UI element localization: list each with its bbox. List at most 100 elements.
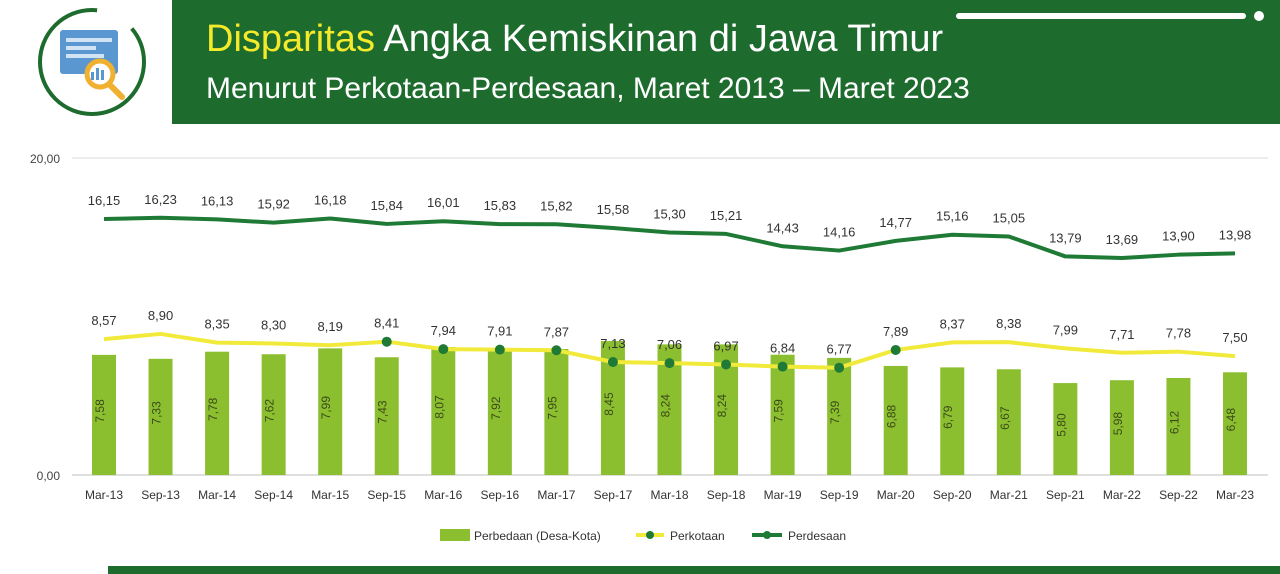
- perkotaan-data-label: 8,38: [996, 316, 1021, 331]
- perkotaan-data-label: 7,99: [1053, 322, 1078, 337]
- perdesaan-data-label: 15,92: [257, 197, 290, 212]
- legend-label-perkotaan: Perkotaan: [670, 529, 725, 543]
- bar-data-label: 7,43: [376, 400, 390, 424]
- perkotaan-data-label: 8,90: [148, 308, 173, 323]
- perdesaan-data-label: 16,23: [144, 192, 177, 207]
- perdesaan-data-label: 15,30: [653, 206, 686, 221]
- perdesaan-data-label: 14,43: [766, 220, 799, 235]
- bar-data-label: 6,48: [1224, 408, 1238, 432]
- perdesaan-data-label: 15,05: [993, 210, 1026, 225]
- perkotaan-data-label: 7,94: [431, 323, 456, 338]
- x-tick-label: Sep-20: [933, 488, 972, 502]
- top-decoration-line: [956, 13, 1246, 19]
- perkotaan-marker: [777, 361, 788, 372]
- perdesaan-data-label: 14,16: [823, 225, 856, 240]
- title-rest: Angka Kemiskinan di Jawa Timur: [383, 18, 944, 60]
- bar-data-label: 8,07: [432, 395, 446, 419]
- perkotaan-data-label: 7,87: [544, 324, 569, 339]
- perdesaan-data-label: 16,15: [88, 193, 121, 208]
- x-tick-label: Sep-21: [1046, 488, 1085, 502]
- x-tick-label: Mar-23: [1216, 488, 1254, 502]
- perdesaan-data-label: 15,84: [370, 198, 403, 213]
- x-tick-label: Mar-20: [877, 488, 915, 502]
- bar-perbedaan: [883, 365, 908, 475]
- x-tick-label: Mar-22: [1103, 488, 1141, 502]
- perkotaan-data-label: 6,97: [713, 339, 738, 354]
- bar-perbedaan: [92, 354, 116, 475]
- perkotaan-data-label: 7,13: [600, 336, 625, 351]
- bar-data-label: 8,24: [715, 394, 729, 418]
- perdesaan-data-label: 15,82: [540, 198, 573, 213]
- perkotaan-data-label: 7,91: [487, 324, 512, 339]
- x-tick-label: Mar-19: [764, 488, 802, 502]
- perkotaan-marker: [438, 344, 449, 355]
- bottom-decoration-bar: [108, 566, 1280, 574]
- bar-data-label: 7,33: [150, 401, 164, 425]
- legend-marker-perdesaan: [763, 531, 771, 539]
- bar-data-label: 7,99: [319, 396, 333, 420]
- bar-perbedaan: [940, 367, 965, 475]
- bar-data-label: 6,12: [1167, 410, 1181, 434]
- perkotaan-marker: [551, 345, 562, 356]
- perkotaan-data-label: 7,78: [1166, 326, 1191, 341]
- perkotaan-data-label: 8,41: [374, 316, 399, 331]
- perdesaan-data-label: 16,18: [314, 193, 347, 208]
- perkotaan-data-label: 7,71: [1109, 327, 1134, 342]
- perdesaan-data-label: 15,83: [484, 198, 517, 213]
- perkotaan-marker: [890, 344, 901, 355]
- perdesaan-data-label: 16,13: [201, 193, 234, 208]
- x-tick-label: Sep-13: [141, 488, 180, 502]
- bar-data-label: 8,24: [659, 394, 673, 418]
- bar-perbedaan: [770, 354, 795, 475]
- bar-data-label: 7,58: [93, 399, 107, 423]
- x-tick-label: Mar-16: [424, 488, 462, 502]
- title-highlight: Disparitas: [206, 18, 375, 60]
- logo-area: [0, 0, 172, 124]
- bar-data-label: 7,92: [489, 396, 503, 420]
- perkotaan-marker: [607, 356, 618, 367]
- legend-label-perdesaan: Perdesaan: [788, 529, 846, 543]
- bar-data-label: 7,78: [206, 397, 220, 421]
- report-analytics-icon: [38, 8, 146, 116]
- perdesaan-data-label: 13,98: [1219, 227, 1252, 242]
- x-tick-label: Sep-22: [1159, 488, 1198, 502]
- x-tick-label: Mar-15: [311, 488, 349, 502]
- x-tick-label: Mar-21: [990, 488, 1028, 502]
- page-title: Disparitas Angka Kemiskinan di Jawa Timu…: [206, 18, 943, 61]
- perdesaan-data-label: 13,90: [1162, 229, 1195, 244]
- bar-perbedaan: [996, 369, 1021, 475]
- x-tick-label: Mar-17: [537, 488, 575, 502]
- bar-perbedaan: [205, 351, 230, 475]
- y-tick-label: 0,00: [37, 469, 61, 483]
- bar-perbedaan: [544, 348, 569, 475]
- bar-perbedaan: [261, 354, 286, 475]
- bar-perbedaan: [487, 349, 512, 475]
- perkotaan-data-label: 8,35: [204, 317, 229, 332]
- perkotaan-data-label: 6,77: [826, 342, 851, 357]
- bar-perbedaan: [827, 357, 852, 475]
- perdesaan-data-label: 13,69: [1106, 232, 1139, 247]
- perkotaan-marker: [494, 344, 505, 355]
- bar-data-label: 8,45: [602, 392, 616, 416]
- legend-marker-perkotaan: [646, 531, 654, 539]
- x-tick-label: Sep-14: [254, 488, 293, 502]
- perkotaan-marker: [664, 358, 675, 369]
- x-tick-label: Sep-18: [707, 488, 746, 502]
- poverty-disparity-chart: 20,00 0,00 7,58 7,33 7,78 7,62 7,99 7,43 8,07 7,9…: [30, 152, 1268, 543]
- bar-data-label: 7,95: [545, 396, 559, 420]
- perkotaan-marker: [721, 359, 732, 370]
- perkotaan-data-label: 8,19: [318, 319, 343, 334]
- bar-perbedaan: [318, 348, 343, 475]
- perkotaan-data-label: 8,57: [91, 313, 116, 328]
- bar-perbedaan: [431, 347, 456, 475]
- x-tick-label: Sep-15: [367, 488, 406, 502]
- x-tick-label: Mar-18: [650, 488, 688, 502]
- y-tick-label: 20,00: [30, 152, 60, 166]
- bar-data-label: 5,98: [1111, 412, 1125, 436]
- x-tick-label: Sep-19: [820, 488, 859, 502]
- x-tick-label: Sep-16: [480, 488, 519, 502]
- perdesaan-line: [103, 215, 1236, 261]
- perkotaan-data-label: 8,37: [940, 316, 965, 331]
- perdesaan-data-label: 13,79: [1049, 230, 1082, 245]
- perdesaan-data-label: 14,77: [879, 215, 912, 230]
